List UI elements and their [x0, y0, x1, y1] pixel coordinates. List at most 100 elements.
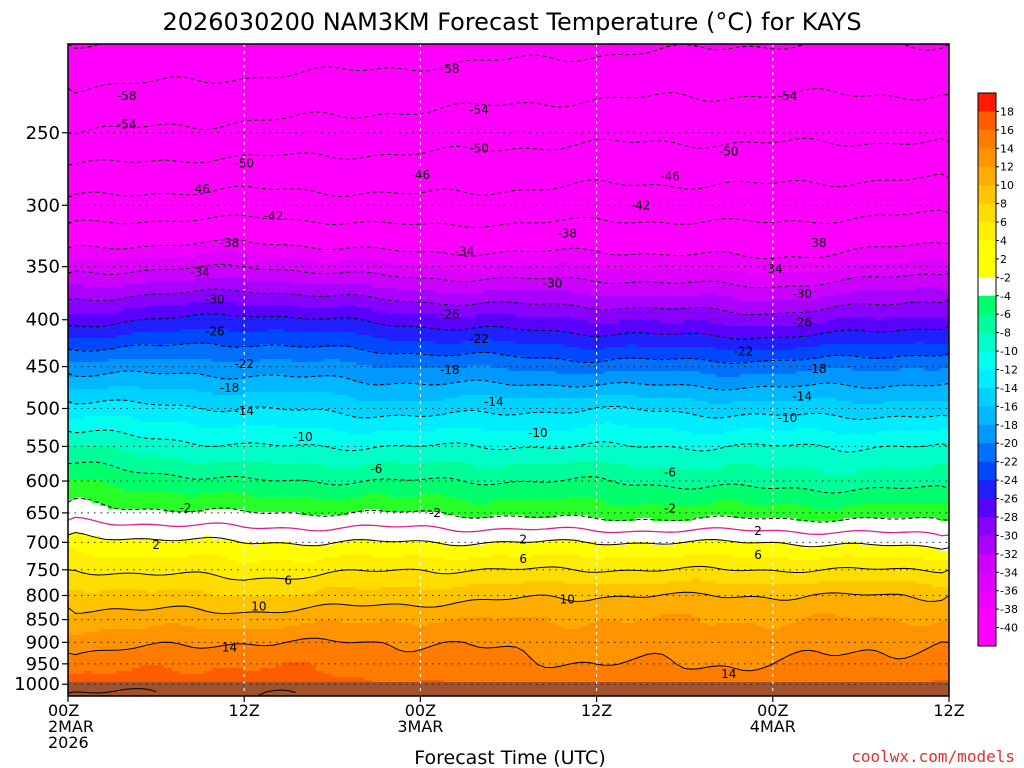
heat-cell [196, 413, 205, 417]
heat-cell [156, 194, 165, 198]
heat-cell [196, 65, 205, 69]
heat-cell [132, 401, 141, 405]
plot-area: -58-58-54-54-54-50-50 -50-46-46 -46-42-42-… [68, 44, 949, 696]
heat-cell [68, 113, 77, 117]
heat-cell [76, 617, 85, 621]
heat-cell [132, 317, 141, 321]
heat-cell [76, 317, 85, 321]
heat-cell [68, 89, 77, 93]
heat-cell [100, 248, 109, 252]
heat-cell [180, 482, 189, 486]
heat-cell [156, 371, 165, 375]
heat-cell [124, 371, 133, 375]
heat-cell [100, 680, 109, 684]
heat-cell [164, 677, 173, 681]
heat-cell [100, 122, 109, 126]
heat-cell [132, 413, 141, 417]
heat-cell [204, 50, 213, 54]
heat-cell [108, 647, 117, 651]
heat-cell [84, 236, 93, 240]
heat-cell [100, 50, 109, 54]
heat-cell [100, 413, 109, 417]
heat-cell [124, 176, 133, 180]
heat-cell [140, 287, 149, 291]
heat-cell [180, 293, 189, 297]
heat-cell [196, 401, 205, 405]
heat-cell [84, 521, 93, 525]
heat-cell [92, 572, 101, 576]
heat-cell [212, 350, 221, 354]
heat-cell [180, 401, 189, 405]
heat-cell [76, 509, 85, 513]
heat-cell [92, 380, 101, 384]
heat-cell [204, 629, 213, 633]
heat-cell [156, 566, 165, 570]
heat-cell [124, 152, 133, 156]
heat-cell [164, 557, 173, 561]
heat-cell [84, 224, 93, 228]
heat-cell [172, 494, 181, 498]
heat-cell [108, 425, 117, 429]
heat-cell [212, 65, 221, 69]
heat-cell [84, 239, 93, 243]
heat-cell [68, 335, 77, 339]
heat-cell [140, 677, 149, 681]
heat-cell [132, 125, 141, 129]
heat-cell [76, 275, 85, 279]
heat-cell [212, 371, 221, 375]
heat-cell [108, 635, 117, 639]
heat-cell [92, 335, 101, 339]
heat-cell [188, 161, 197, 165]
heat-cell [92, 599, 101, 603]
heat-cell [76, 674, 85, 678]
heat-cell [164, 77, 173, 81]
heat-cell [132, 65, 141, 69]
heat-cell [212, 428, 221, 432]
heat-cell [204, 194, 213, 198]
heat-cell [116, 275, 125, 279]
heat-cell [180, 269, 189, 273]
heat-cell [116, 668, 125, 672]
heat-cell [164, 515, 173, 519]
heat-cell [140, 434, 149, 438]
heat-cell [108, 137, 117, 141]
heat-cell [156, 386, 165, 390]
heat-cell [204, 239, 213, 243]
heat-cell [76, 95, 85, 99]
heat-cell [188, 386, 197, 390]
heat-cell [132, 323, 141, 327]
heat-cell [212, 230, 221, 234]
heat-cell [172, 305, 181, 309]
heat-cell [164, 269, 173, 273]
heat-cell [172, 275, 181, 279]
heat-cell [92, 323, 101, 327]
heat-cell [76, 335, 85, 339]
heat-cell [156, 332, 165, 336]
heat-cell [156, 122, 165, 126]
heat-cell [68, 482, 77, 486]
heat-cell [188, 578, 197, 582]
heat-cell [76, 566, 85, 570]
heat-cell [108, 173, 117, 177]
heat-cell [92, 344, 101, 348]
heat-cell [124, 161, 133, 165]
heat-cell [132, 209, 141, 213]
heat-cell [172, 464, 181, 468]
heat-cell [140, 422, 149, 426]
heat-cell [100, 98, 109, 102]
heat-cell [140, 548, 149, 552]
heat-cell [180, 110, 189, 114]
heat-cell [156, 488, 165, 492]
heat-cell [188, 401, 197, 405]
heat-cell [148, 284, 157, 288]
heat-cell [212, 257, 221, 261]
heat-cell [148, 326, 157, 330]
heat-cell [140, 353, 149, 357]
heat-cell [196, 362, 205, 366]
heat-cell [212, 461, 221, 465]
heat-cell [108, 416, 117, 420]
heat-cell [140, 95, 149, 99]
heat-cell [172, 131, 181, 135]
heat-cell [212, 395, 221, 399]
heat-cell [76, 470, 85, 474]
